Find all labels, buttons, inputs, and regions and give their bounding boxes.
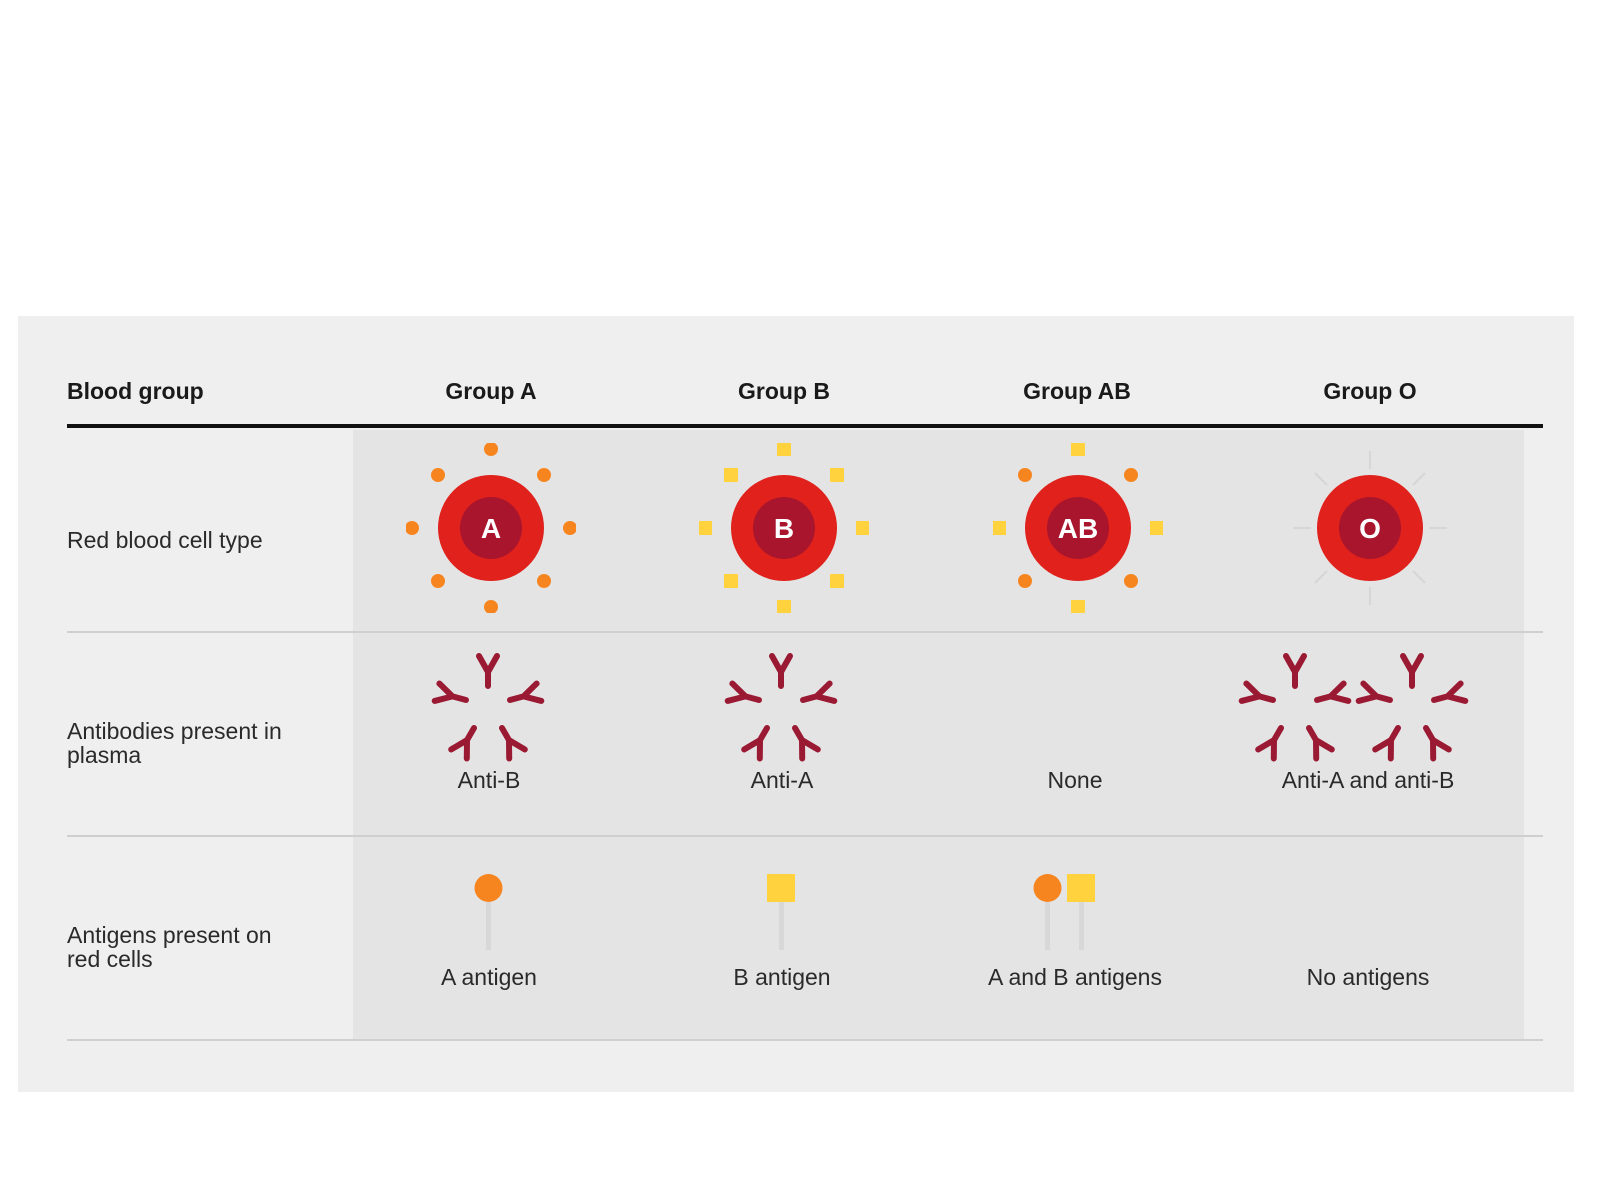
row-label-cell-type: Red blood cell type <box>67 527 263 553</box>
caption-anti-a: Anti-A <box>750 767 814 793</box>
red-cell-group-b: B <box>699 443 869 613</box>
caption-a-and-b-antigens: A and B antigens <box>988 964 1162 990</box>
caption-anti-a-and-anti-b: Anti-A and anti-B <box>1281 767 1455 793</box>
anti-a-antibody-icon <box>728 656 835 758</box>
a-antigen-dots <box>1018 468 1138 588</box>
header-group-o: Group O <box>1323 378 1417 404</box>
row-divider-2 <box>67 835 1543 837</box>
red-cell-group-ab: AB <box>993 443 1163 613</box>
row-divider-3 <box>67 1039 1543 1041</box>
row-divider-1 <box>67 631 1543 633</box>
b-antigen-icon <box>767 874 795 950</box>
header-group-ab: Group AB <box>1023 378 1131 404</box>
header-blood-group: Blood group <box>67 378 204 404</box>
a-antigen-icon <box>474 874 503 950</box>
caption-a-antigen: A antigen <box>441 964 537 990</box>
cell-letter-a: A <box>481 513 501 544</box>
caption-b-antigen: B antigen <box>733 964 831 990</box>
row-label-antibodies: Antibodies present in plasma <box>67 718 282 768</box>
antibody-drawings <box>18 316 1574 950</box>
caption-no-antigens: No antigens <box>1306 964 1430 990</box>
red-cell-group-o: O <box>1285 443 1455 613</box>
a-and-b-antigens-icon <box>1033 874 1095 950</box>
b-antigen-squares <box>993 443 1163 613</box>
cell-letter-b: B <box>774 513 794 544</box>
row-label-antigens: Antigens present on red cells <box>67 922 272 972</box>
anti-b-antibody-icon <box>435 656 542 758</box>
header-group-a: Group A <box>445 378 537 404</box>
cell-letter-o: O <box>1359 513 1381 544</box>
header-divider <box>67 424 1543 428</box>
blood-group-table: Blood group Group A Group B Group AB Gro… <box>18 316 1574 1092</box>
cell-letter-ab: AB <box>1058 513 1098 544</box>
a-antigen-dots <box>406 443 576 613</box>
red-cell-group-a: A <box>406 443 576 613</box>
anti-b-antibody-icon <box>1359 656 1466 758</box>
caption-anti-b: Anti-B <box>457 767 521 793</box>
b-antigen-squares <box>699 443 869 613</box>
anti-a-antibody-icon <box>1242 656 1349 758</box>
header-group-b: Group B <box>738 378 830 404</box>
caption-none: None <box>1047 767 1103 793</box>
faint-rays <box>1293 451 1447 605</box>
